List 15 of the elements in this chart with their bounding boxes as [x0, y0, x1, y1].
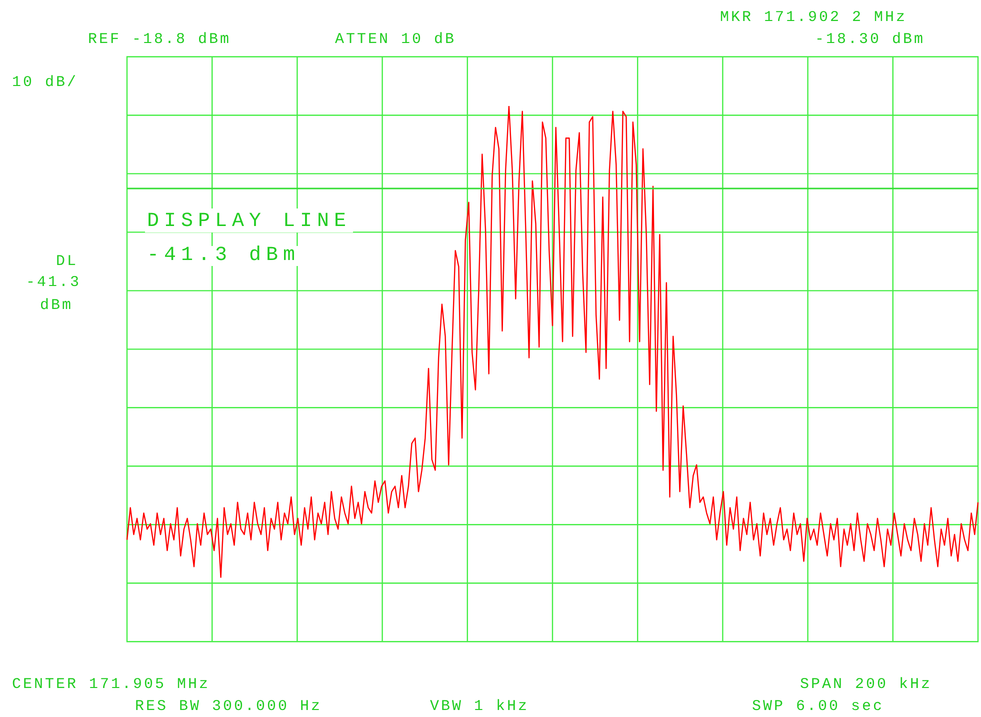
text: 10 dB/ [12, 74, 78, 91]
text: -41.3 [26, 274, 82, 291]
text: -18.30 dBm [815, 31, 926, 48]
text: CENTER 171.905 MHz [12, 676, 210, 693]
text: VBW 1 kHz [430, 698, 530, 715]
text: dBm [40, 297, 74, 314]
text: ATTEN 10 dB [335, 31, 456, 48]
text: MKR 171.902 2 MHz [720, 9, 908, 26]
text: SWP 6.00 sec [752, 698, 884, 715]
annotation: -41.3 dBm [147, 244, 300, 267]
text: SPAN 200 kHz [800, 676, 932, 693]
text: DL [56, 253, 78, 270]
ref-line-label: DISPLAY LINE [147, 210, 352, 233]
text: RES BW 300.000 Hz [135, 698, 322, 715]
text: REF -18.8 dBm [88, 31, 232, 48]
